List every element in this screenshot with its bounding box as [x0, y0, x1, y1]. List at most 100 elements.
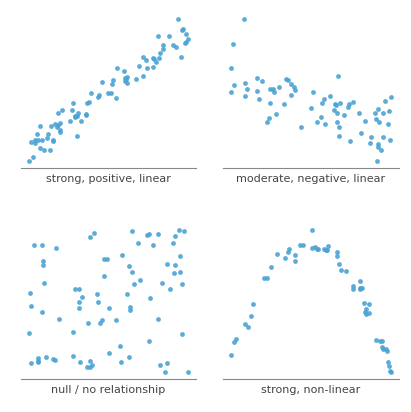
Point [156, 54, 163, 61]
Point [379, 133, 386, 140]
Point [170, 240, 176, 247]
Point [178, 281, 185, 287]
Point [160, 45, 166, 52]
Point [383, 348, 390, 355]
Point [152, 59, 159, 66]
Point [158, 280, 165, 286]
Point [376, 338, 383, 345]
Point [166, 33, 172, 39]
Point [110, 77, 116, 83]
Point [27, 302, 34, 309]
Point [34, 131, 40, 137]
Point [109, 81, 115, 88]
Point [386, 108, 393, 114]
Point [182, 30, 189, 37]
Point [37, 145, 43, 152]
Point [95, 94, 101, 101]
Point [43, 134, 50, 141]
Point [143, 65, 150, 71]
Point [182, 39, 189, 45]
Point [97, 319, 103, 326]
Point [106, 304, 113, 311]
Point [327, 93, 333, 100]
Point [322, 120, 328, 127]
Point [163, 260, 170, 267]
Point [72, 113, 79, 119]
Point [311, 243, 318, 250]
Point [336, 261, 342, 267]
Point [362, 309, 368, 315]
X-axis label: strong, positive, linear: strong, positive, linear [46, 174, 171, 184]
Point [300, 242, 307, 248]
Point [77, 118, 84, 124]
Point [162, 369, 168, 375]
Point [287, 92, 294, 98]
Point [387, 368, 393, 375]
Point [122, 76, 129, 82]
Point [35, 354, 42, 361]
Point [375, 140, 381, 147]
Point [317, 114, 324, 120]
Point [32, 140, 38, 146]
Point [25, 158, 32, 165]
Point [35, 358, 42, 365]
Point [69, 329, 76, 336]
Point [357, 285, 363, 292]
Point [380, 110, 387, 116]
Point [101, 256, 107, 263]
Point [283, 76, 289, 83]
Point [297, 242, 304, 248]
Point [56, 119, 63, 126]
Point [344, 103, 351, 110]
Point [76, 299, 82, 306]
Point [47, 146, 54, 153]
Point [231, 82, 237, 89]
Point [309, 227, 315, 233]
Point [270, 89, 277, 96]
X-axis label: moderate, negative, linear: moderate, negative, linear [236, 174, 385, 184]
Point [256, 96, 263, 103]
Point [69, 107, 75, 113]
Point [346, 138, 353, 145]
Point [314, 119, 321, 126]
Point [164, 360, 170, 366]
Point [284, 77, 291, 84]
Point [38, 242, 45, 248]
Point [314, 246, 321, 252]
Point [171, 262, 178, 268]
Point [59, 106, 65, 113]
Point [331, 101, 338, 108]
Point [76, 286, 82, 293]
Point [159, 42, 166, 49]
Point [267, 100, 274, 106]
Point [74, 113, 81, 119]
Point [182, 40, 188, 46]
Point [170, 42, 177, 48]
Point [242, 321, 248, 327]
Point [290, 84, 297, 90]
Point [40, 258, 46, 265]
Point [30, 153, 37, 160]
Point [273, 111, 279, 117]
Point [39, 136, 45, 143]
Point [356, 110, 362, 116]
Point [143, 56, 150, 63]
Point [275, 84, 282, 91]
Point [179, 330, 185, 337]
Point [243, 86, 250, 93]
Point [259, 78, 266, 84]
Point [341, 112, 348, 119]
Point [333, 102, 339, 109]
Point [119, 252, 126, 258]
Point [155, 33, 162, 39]
Point [43, 353, 49, 360]
Point [233, 335, 239, 342]
Point [382, 98, 388, 105]
Point [127, 307, 134, 313]
Point [155, 231, 162, 238]
Point [171, 233, 178, 239]
Point [362, 117, 368, 124]
Point [87, 358, 93, 365]
Point [335, 73, 341, 80]
Point [298, 124, 304, 131]
